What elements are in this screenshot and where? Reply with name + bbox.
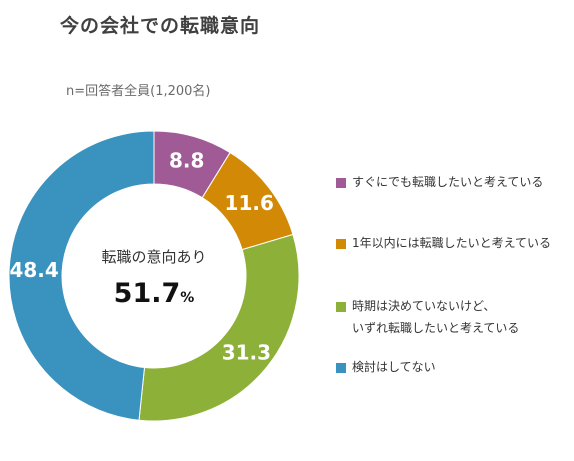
chart-subtitle: n=回答者全員(1,200名) — [66, 84, 211, 99]
legend-item: 時期は決めていないけど、 いずれ転職したいと考えている — [336, 299, 519, 339]
legend-swatch — [336, 302, 346, 312]
legend-item: 検討はしてない — [336, 360, 436, 378]
legend-label: 時期は決めていないけど、 いずれ転職したいと考えている — [352, 299, 520, 335]
legend-label: 検討はしてない — [352, 360, 436, 374]
chart-title: 今の会社での転職意向 — [60, 15, 261, 37]
slice-value-label: 11.6 — [225, 191, 274, 215]
center-value: 51.7 — [114, 278, 181, 309]
donut-slice — [8, 130, 155, 421]
legend-item: すぐにでも転職したいと考えている — [336, 175, 543, 193]
legend-swatch — [336, 239, 346, 249]
center-label: 転職の意向あり — [101, 248, 206, 266]
slice-value-label: 8.8 — [169, 149, 204, 173]
legend-label: すぐにでも転職したいと考えている — [352, 175, 544, 189]
legend-label: 1年以内には転職したいと考えている — [352, 236, 552, 250]
slice-value-label: 48.4 — [9, 258, 58, 282]
legend-item: 1年以内には転職したいと考えている — [336, 236, 551, 254]
legend-swatch — [336, 178, 346, 188]
donut-slice — [138, 233, 300, 422]
center-unit: % — [180, 290, 194, 306]
slice-value-label: 31.3 — [222, 341, 271, 365]
legend-swatch — [336, 363, 346, 373]
svg-text:51.7%: 51.7% — [114, 278, 195, 309]
